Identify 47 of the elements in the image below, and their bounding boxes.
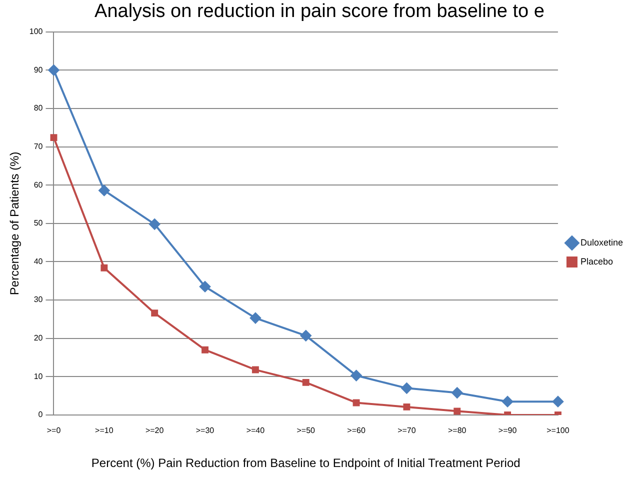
y-tick-label: 40 xyxy=(34,256,44,266)
point xyxy=(350,370,362,382)
point xyxy=(98,184,110,196)
point xyxy=(403,403,410,410)
y-tick-label: 30 xyxy=(34,295,44,304)
point xyxy=(352,399,360,406)
x-tick-label: >=100 xyxy=(546,426,570,436)
point xyxy=(100,264,108,272)
legend-label: Placebo xyxy=(580,256,614,266)
y-tick-label: 90 xyxy=(34,65,44,74)
y-tick-label: 70 xyxy=(34,142,44,151)
point xyxy=(552,396,564,408)
y-tick-label: 80 xyxy=(34,104,44,113)
x-tick-label: >=10 xyxy=(95,426,114,436)
point xyxy=(202,346,208,354)
y-tick-label: 20 xyxy=(34,334,44,343)
point xyxy=(300,330,312,342)
point xyxy=(502,396,514,408)
x-axis-title: Percent (%) Pain Reduction from Baseline to Endpoint of Initial Treatment Period xyxy=(91,456,520,470)
x-tick-label: >=80 xyxy=(448,426,467,436)
point xyxy=(401,382,412,394)
point xyxy=(200,281,211,292)
y-axis-title: Percentage of Patients (%) xyxy=(8,152,22,296)
x-tick-label: >=0 xyxy=(46,426,62,436)
x-tick-label: >=40 xyxy=(246,426,266,436)
x-tick-label: >=20 xyxy=(145,426,164,436)
x-tick-label: >=70 xyxy=(398,426,416,436)
point xyxy=(48,64,60,76)
legend-label: Duloxetine xyxy=(580,237,624,248)
chart-title: Analysis on reduction in pain score from baseline to e xyxy=(94,0,546,24)
y-tick-label: 0 xyxy=(38,410,44,420)
x-tick-label: >=50 xyxy=(296,426,316,436)
point xyxy=(50,134,58,142)
point xyxy=(452,387,463,398)
y-tick-label: 10 xyxy=(34,372,44,381)
point xyxy=(454,408,461,415)
x-tick-label: >=30 xyxy=(196,426,215,436)
point xyxy=(151,310,158,317)
y-tick-label: 60 xyxy=(34,180,44,190)
y-tick-label: 100 xyxy=(29,27,44,36)
y-tick-label: 50 xyxy=(34,218,44,228)
x-tick-label: >=60 xyxy=(347,426,366,436)
point xyxy=(149,218,160,230)
point xyxy=(250,312,261,324)
x-tick-label: >=90 xyxy=(498,426,518,436)
point xyxy=(252,366,259,374)
point xyxy=(302,378,310,386)
